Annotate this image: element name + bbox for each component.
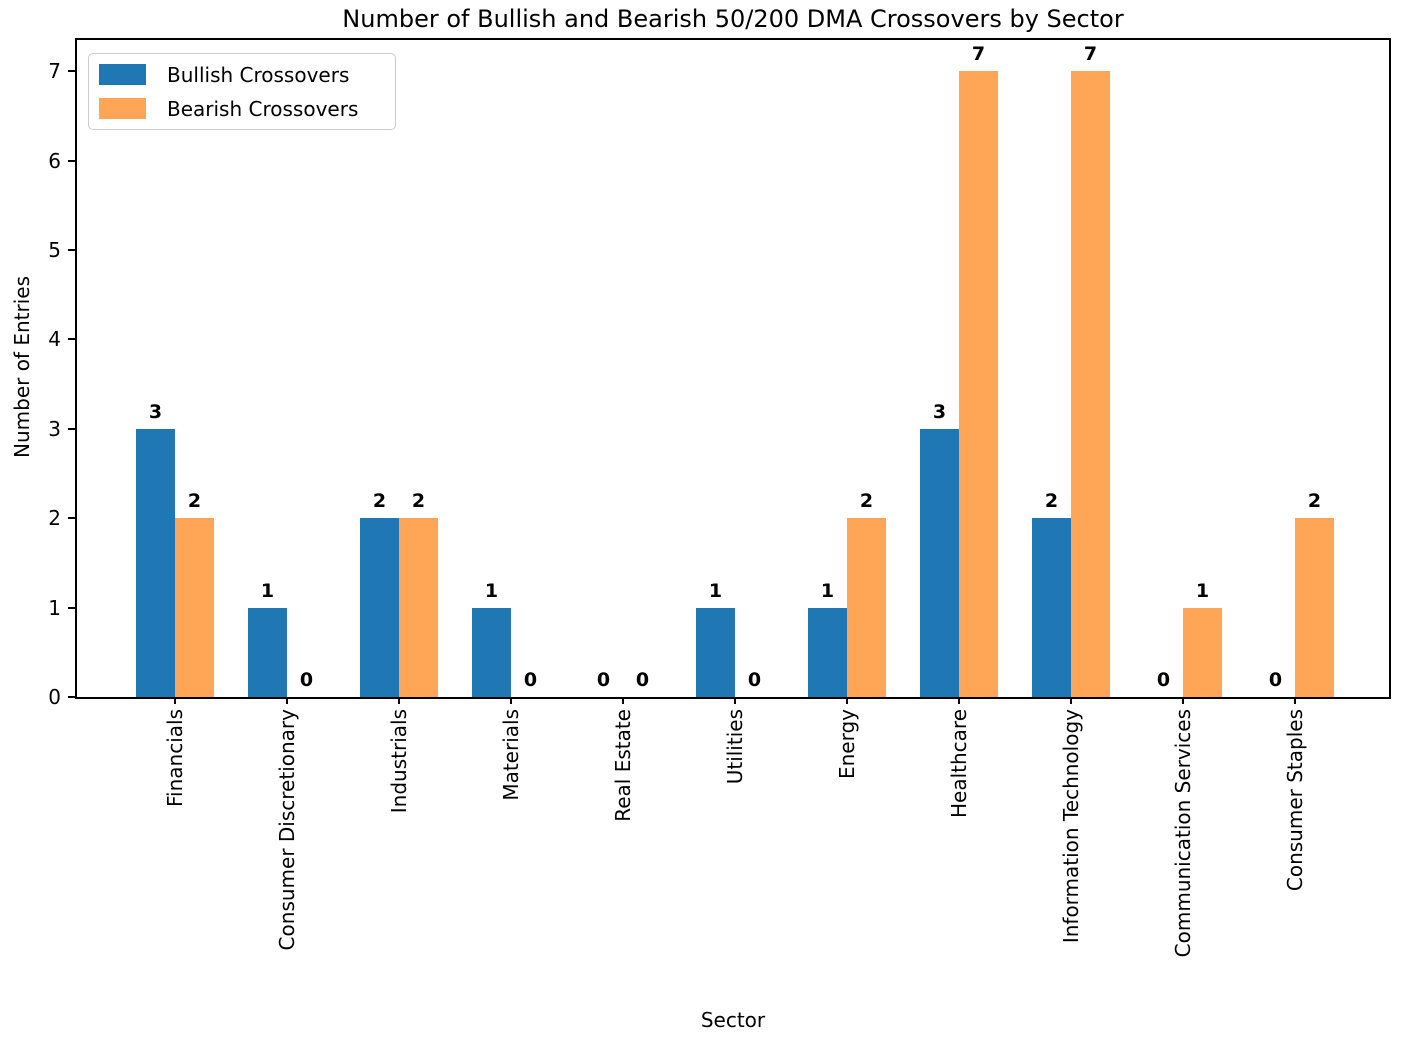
- x-tick-mark: [1294, 697, 1296, 704]
- bar-bullish: [920, 429, 959, 697]
- x-tick-mark: [398, 697, 400, 704]
- bar-value-label: 0: [635, 669, 650, 691]
- legend-item-bullish: Bullish Crossovers: [99, 60, 395, 90]
- x-tick-label: Materials: [499, 709, 523, 801]
- y-tick-label: 5: [48, 238, 61, 262]
- bar-bullish: [248, 608, 287, 697]
- bar-value-label: 2: [187, 490, 202, 512]
- bar-bullish: [136, 429, 175, 697]
- bar-value-label: 0: [747, 669, 762, 691]
- x-tick-label: Communication Services: [1171, 709, 1195, 958]
- y-tick-label: 4: [48, 327, 61, 352]
- x-tick-mark: [846, 697, 848, 704]
- bar-value-label: 7: [971, 43, 986, 65]
- y-tick-mark: [68, 70, 75, 73]
- x-tick-mark: [1070, 697, 1072, 704]
- x-tick-label: Real Estate: [611, 709, 635, 822]
- x-tick-mark: [286, 697, 288, 704]
- bar-value-label: 2: [1044, 490, 1059, 512]
- legend-swatch-bullish-icon: [99, 64, 146, 85]
- legend: Bullish Crossovers Bearish Crossovers: [88, 53, 396, 130]
- y-tick-label: 2: [48, 506, 61, 531]
- x-tick-label: Industrials: [387, 709, 411, 814]
- bar-value-label: 0: [1268, 669, 1283, 691]
- x-tick-mark: [1182, 697, 1184, 704]
- bar-value-label: 7: [1083, 43, 1098, 65]
- bar-value-label: 1: [708, 580, 723, 602]
- plot-area: [75, 38, 1391, 699]
- bar-value-label: 0: [1156, 669, 1171, 691]
- y-tick-mark: [68, 696, 75, 698]
- x-tick-label: Energy: [835, 709, 859, 780]
- bar-value-label: 0: [596, 669, 611, 691]
- y-tick-mark: [68, 338, 75, 341]
- legend-label-bearish: Bearish Crossovers: [167, 96, 359, 121]
- y-tick-label: 7: [48, 59, 61, 84]
- legend-label-bullish: Bullish Crossovers: [167, 62, 350, 87]
- chart-title: Number of Bullish and Bearish 50/200 DMA…: [342, 5, 1124, 33]
- x-tick-mark: [622, 697, 624, 704]
- bar-value-label: 1: [820, 580, 835, 602]
- x-tick-mark: [510, 697, 512, 704]
- y-tick-label: 0: [48, 685, 61, 709]
- bar-bullish: [472, 608, 511, 697]
- y-tick-mark: [68, 517, 75, 520]
- bar-bearish: [1183, 608, 1222, 697]
- x-tick-mark: [958, 697, 960, 704]
- bar-bullish: [808, 608, 847, 697]
- x-tick-label: Consumer Discretionary: [275, 709, 299, 951]
- bar-bullish: [360, 518, 399, 697]
- x-tick-label: Financials: [163, 709, 187, 807]
- bar-bearish: [175, 518, 214, 697]
- bar-value-label: 1: [1195, 580, 1210, 602]
- bar-value-label: 0: [523, 669, 538, 691]
- y-tick-mark: [68, 606, 75, 609]
- bar-value-label: 3: [148, 401, 163, 423]
- bar-value-label: 2: [411, 490, 426, 512]
- x-axis-label: Sector: [700, 1008, 766, 1032]
- x-tick-label: Consumer Staples: [1283, 709, 1307, 892]
- bar-bullish: [1032, 518, 1071, 697]
- y-tick-label: 3: [48, 416, 61, 441]
- bar-value-label: 2: [859, 490, 874, 512]
- bar-bearish: [959, 71, 998, 697]
- y-tick-label: 6: [48, 148, 61, 173]
- x-tick-label: Information Technology: [1059, 709, 1083, 944]
- bar-bearish: [1295, 518, 1334, 697]
- bar-value-label: 2: [1307, 490, 1322, 512]
- bar-bullish: [696, 608, 735, 697]
- x-tick-mark: [174, 697, 176, 704]
- bar-bearish: [1071, 71, 1110, 697]
- legend-swatch-bearish-icon: [99, 98, 146, 119]
- bar-value-label: 1: [484, 580, 499, 602]
- y-tick-mark: [68, 427, 75, 430]
- bar-value-label: 0: [299, 669, 314, 691]
- y-tick-mark: [68, 249, 75, 251]
- y-tick-label: 1: [48, 595, 61, 620]
- legend-item-bearish: Bearish Crossovers: [99, 94, 395, 124]
- bar-bearish: [399, 518, 438, 697]
- x-tick-label: Utilities: [723, 709, 747, 785]
- x-tick-label: Healthcare: [947, 709, 971, 819]
- x-tick-mark: [734, 697, 736, 704]
- bar-value-label: 2: [372, 490, 387, 512]
- y-tick-mark: [68, 159, 75, 162]
- bar-value-label: 3: [932, 401, 947, 423]
- y-axis-label: Number of Entries: [10, 276, 34, 458]
- bar-value-label: 1: [260, 580, 275, 602]
- bar-bearish: [847, 518, 886, 697]
